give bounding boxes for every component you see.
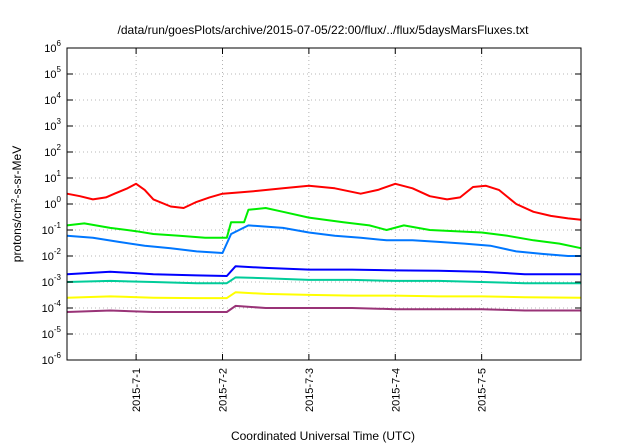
y-tick-base: 10 bbox=[44, 121, 56, 133]
y-tick-label: 10-6 bbox=[42, 351, 62, 367]
y-tick-label: 10-1 bbox=[42, 221, 62, 237]
y-tick-base: 10 bbox=[42, 225, 54, 237]
series-group bbox=[66, 182, 582, 313]
y-tick-exponent: 1 bbox=[57, 169, 62, 178]
y-tick-exponent: 4 bbox=[57, 91, 62, 100]
y-tick-labels: 10-610-510-410-310-210-11001011021031041… bbox=[42, 39, 62, 367]
x-tick-label: 2015-7-3 bbox=[304, 368, 316, 412]
y-tick-label: 103 bbox=[44, 117, 61, 133]
y-tick-exponent: -6 bbox=[54, 351, 62, 360]
y-tick-base: 10 bbox=[42, 277, 54, 289]
x-tick-label: 2015-7-5 bbox=[477, 368, 489, 412]
y-tick-exponent: -3 bbox=[54, 273, 62, 282]
grid bbox=[67, 48, 581, 360]
y-tick-base: 10 bbox=[44, 147, 56, 159]
x-tick-label: 2015-7-2 bbox=[217, 368, 229, 412]
y-tick-label: 106 bbox=[44, 39, 61, 55]
y-axis-label-text: protons/cm bbox=[10, 203, 24, 262]
tick-group bbox=[67, 47, 581, 361]
series-line-3 bbox=[66, 224, 581, 257]
y-tick-exponent: -4 bbox=[54, 299, 62, 308]
chart-title: /data/run/goesPlots/archive/2015-07-05/2… bbox=[118, 23, 530, 37]
x-axis-label: Coordinated Universal Time (UTC) bbox=[231, 429, 415, 443]
y-tick-exponent: 3 bbox=[57, 117, 62, 126]
series-line-1 bbox=[66, 182, 582, 221]
y-tick-label: 10-2 bbox=[42, 247, 62, 263]
y-tick-label: 10-5 bbox=[42, 325, 62, 341]
y-tick-label: 104 bbox=[44, 91, 61, 107]
x-tick-labels: 2015-7-1 2015-7-2 2015-7-3 2015-7-4 2015-7-5 bbox=[131, 368, 489, 412]
y-tick-base: 10 bbox=[44, 43, 56, 55]
y-tick-exponent: 2 bbox=[57, 143, 62, 152]
y-tick-base: 10 bbox=[44, 173, 56, 185]
x-tick-label: 2015-7-4 bbox=[390, 368, 402, 412]
y-tick-exponent: 0 bbox=[57, 195, 62, 204]
series-line-4 bbox=[66, 265, 581, 277]
y-tick-exponent: 6 bbox=[57, 39, 62, 48]
y-tick-base: 10 bbox=[42, 355, 54, 367]
y-tick-base: 10 bbox=[42, 329, 54, 341]
y-tick-exponent: 5 bbox=[57, 65, 62, 74]
y-tick-label: 10-3 bbox=[42, 273, 62, 289]
y-axis-label-rest: -s-sr-MeV bbox=[10, 146, 24, 199]
y-tick-label: 100 bbox=[44, 195, 61, 211]
x-tick-label: 2015-7-1 bbox=[131, 368, 143, 412]
series-line-2 bbox=[66, 207, 582, 250]
y-tick-exponent: -2 bbox=[54, 247, 62, 256]
y-tick-exponent: -1 bbox=[54, 221, 62, 230]
y-tick-label: 10-4 bbox=[42, 299, 62, 315]
y-tick-base: 10 bbox=[44, 69, 56, 81]
y-axis-label-sup: 2 bbox=[10, 198, 19, 203]
y-tick-exponent: -5 bbox=[54, 325, 62, 334]
y-tick-label: 105 bbox=[44, 65, 61, 81]
y-tick-label: 101 bbox=[44, 169, 61, 185]
y-tick-base: 10 bbox=[44, 95, 56, 107]
y-tick-base: 10 bbox=[42, 303, 54, 315]
y-tick-base: 10 bbox=[42, 251, 54, 263]
series-line-5 bbox=[66, 276, 581, 285]
y-tick-label: 102 bbox=[44, 143, 61, 159]
y-tick-base: 10 bbox=[44, 199, 56, 211]
series-line-6 bbox=[66, 291, 582, 300]
y-axis-label: protons/cm2-s-sr-MeV bbox=[10, 146, 25, 262]
series-line-7 bbox=[66, 304, 581, 313]
